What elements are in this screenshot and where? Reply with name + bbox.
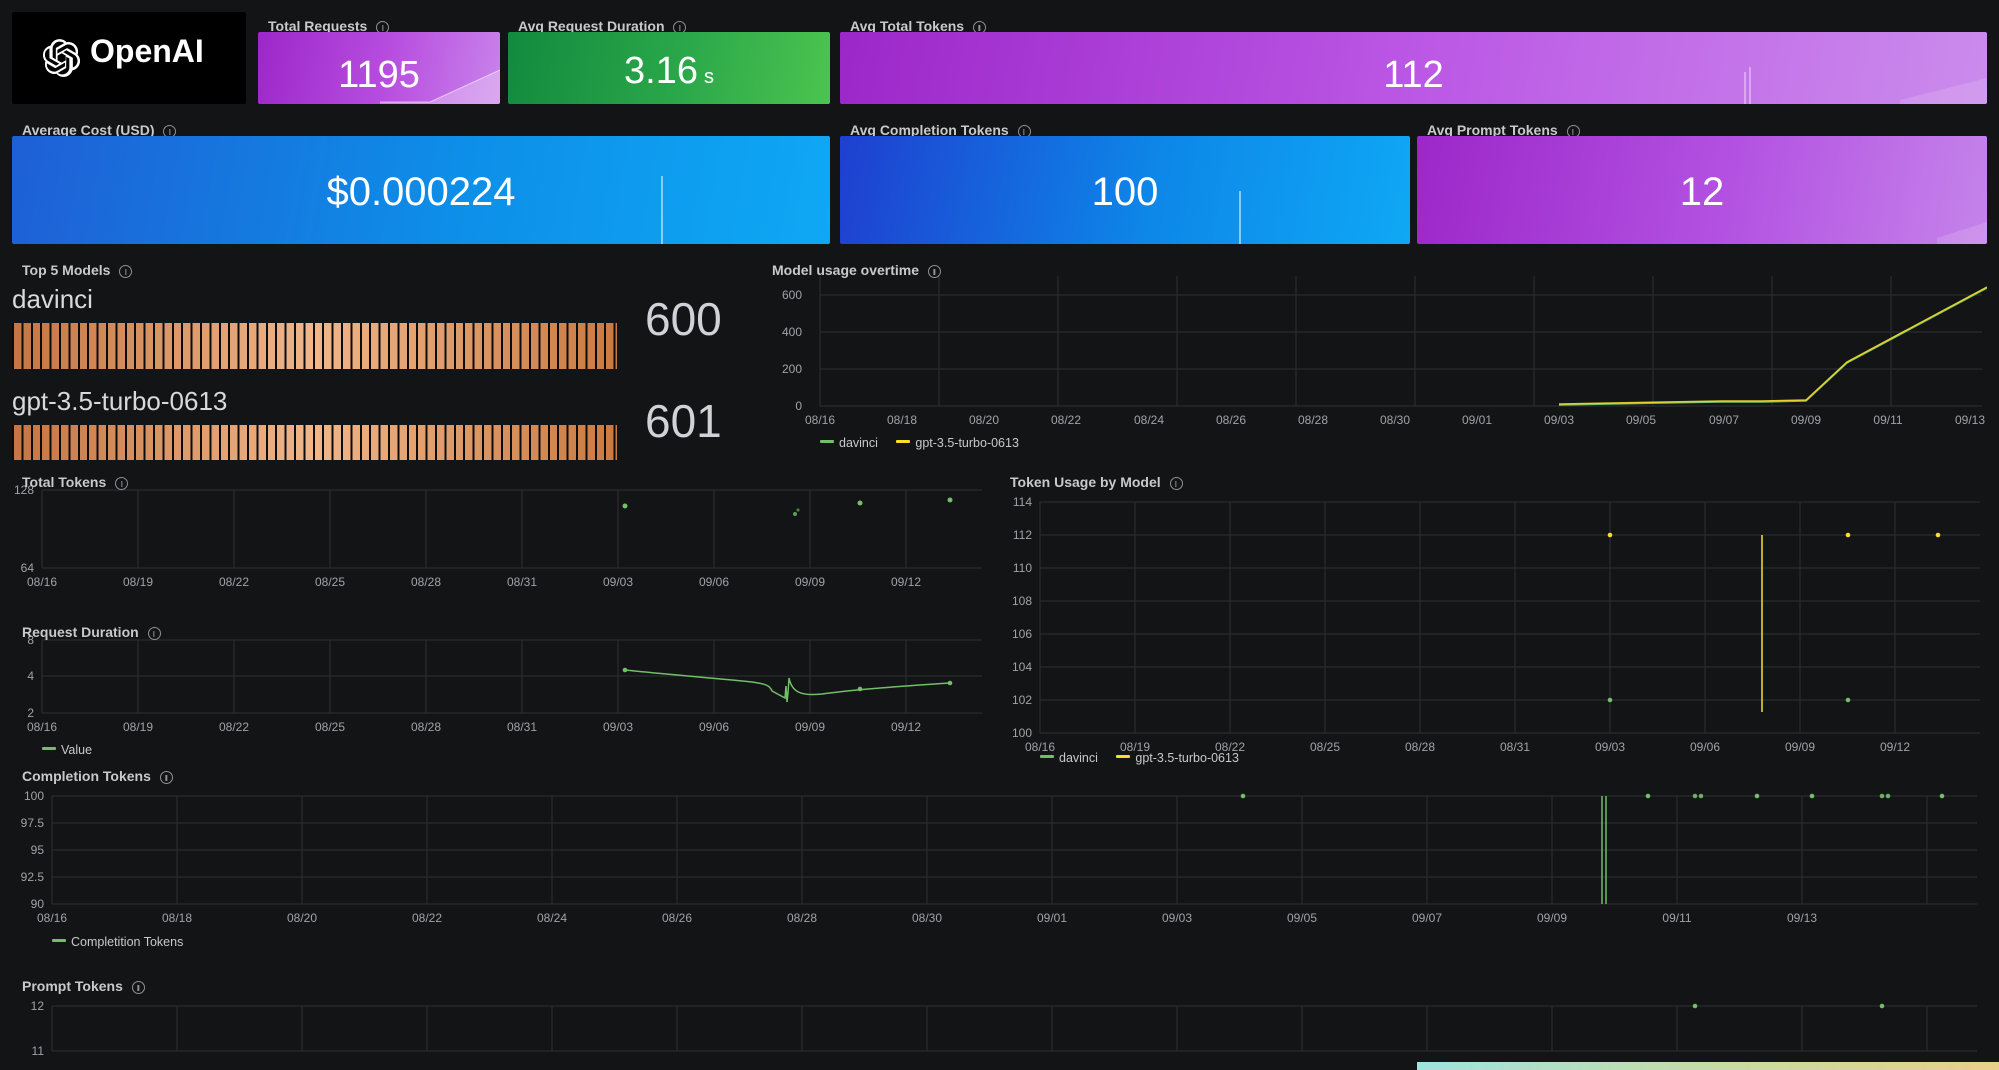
svg-text:09/12: 09/12 bbox=[891, 575, 921, 589]
svg-text:09/03: 09/03 bbox=[603, 575, 633, 589]
svg-text:08/20: 08/20 bbox=[287, 911, 317, 925]
svg-text:08/19: 08/19 bbox=[123, 575, 153, 589]
svg-text:08/28: 08/28 bbox=[1298, 413, 1328, 427]
svg-text:09/09: 09/09 bbox=[1785, 740, 1815, 754]
svg-text:112: 112 bbox=[1013, 528, 1032, 542]
svg-text:09/09: 09/09 bbox=[1537, 911, 1567, 925]
svg-text:400: 400 bbox=[782, 325, 802, 339]
svg-text:09/11: 09/11 bbox=[1662, 911, 1691, 925]
svg-text:08/28: 08/28 bbox=[1405, 740, 1435, 754]
svg-text:08/30: 08/30 bbox=[912, 911, 942, 925]
svg-text:08/28: 08/28 bbox=[787, 911, 817, 925]
svg-text:08/22: 08/22 bbox=[412, 911, 442, 925]
svg-text:08/30: 08/30 bbox=[1380, 413, 1410, 427]
svg-text:90: 90 bbox=[31, 897, 45, 911]
svg-text:09/03: 09/03 bbox=[1162, 911, 1192, 925]
svg-text:09/07: 09/07 bbox=[1412, 911, 1442, 925]
svg-text:08/24: 08/24 bbox=[1134, 413, 1164, 427]
svg-text:08/19: 08/19 bbox=[123, 720, 153, 734]
svg-text:09/12: 09/12 bbox=[891, 720, 921, 734]
svg-text:97.5: 97.5 bbox=[21, 816, 45, 830]
svg-text:200: 200 bbox=[782, 362, 802, 376]
svg-text:08/22: 08/22 bbox=[219, 720, 249, 734]
svg-text:95: 95 bbox=[31, 843, 45, 857]
svg-text:104: 104 bbox=[1012, 660, 1032, 674]
svg-text:09/09: 09/09 bbox=[1791, 413, 1821, 427]
svg-text:08/20: 08/20 bbox=[969, 413, 999, 427]
svg-text:09/06: 09/06 bbox=[1690, 740, 1720, 754]
svg-text:08/22: 08/22 bbox=[219, 575, 249, 589]
svg-text:09/01: 09/01 bbox=[1037, 911, 1067, 925]
svg-text:64: 64 bbox=[21, 561, 35, 575]
svg-text:08/25: 08/25 bbox=[1310, 740, 1340, 754]
svg-text:09/06: 09/06 bbox=[699, 720, 729, 734]
svg-text:100: 100 bbox=[24, 789, 44, 803]
svg-text:09/03: 09/03 bbox=[603, 720, 633, 734]
svg-text:08/26: 08/26 bbox=[662, 911, 692, 925]
svg-text:09/11: 09/11 bbox=[1873, 413, 1902, 427]
svg-text:0: 0 bbox=[795, 399, 802, 413]
svg-text:4: 4 bbox=[27, 669, 34, 683]
svg-text:09/03: 09/03 bbox=[1595, 740, 1625, 754]
svg-text:09/03: 09/03 bbox=[1544, 413, 1574, 427]
svg-text:100: 100 bbox=[1012, 726, 1032, 740]
svg-text:08/26: 08/26 bbox=[1216, 413, 1246, 427]
svg-text:2: 2 bbox=[27, 706, 34, 720]
svg-text:08/25: 08/25 bbox=[315, 575, 345, 589]
svg-text:09/13: 09/13 bbox=[1955, 413, 1985, 427]
svg-text:09/09: 09/09 bbox=[795, 575, 825, 589]
svg-text:08/31: 08/31 bbox=[1500, 740, 1530, 754]
svg-text:08/31: 08/31 bbox=[507, 575, 537, 589]
svg-text:09/13: 09/13 bbox=[1787, 911, 1817, 925]
svg-text:08/18: 08/18 bbox=[887, 413, 917, 427]
svg-text:108: 108 bbox=[1012, 594, 1032, 608]
svg-text:110: 110 bbox=[1013, 561, 1032, 575]
svg-text:09/05: 09/05 bbox=[1626, 413, 1656, 427]
svg-text:11: 11 bbox=[32, 1044, 45, 1058]
svg-text:92.5: 92.5 bbox=[21, 870, 45, 884]
svg-text:102: 102 bbox=[1012, 693, 1032, 707]
svg-text:08/22: 08/22 bbox=[1051, 413, 1081, 427]
svg-text:114: 114 bbox=[1013, 495, 1032, 509]
svg-text:08/31: 08/31 bbox=[507, 720, 537, 734]
svg-text:09/01: 09/01 bbox=[1462, 413, 1492, 427]
svg-text:09/12: 09/12 bbox=[1880, 740, 1910, 754]
svg-text:09/05: 09/05 bbox=[1287, 911, 1317, 925]
svg-text:12: 12 bbox=[31, 999, 45, 1013]
svg-text:09/09: 09/09 bbox=[795, 720, 825, 734]
svg-text:106: 106 bbox=[1012, 627, 1032, 641]
svg-text:09/07: 09/07 bbox=[1709, 413, 1739, 427]
svg-text:08/16: 08/16 bbox=[27, 575, 57, 589]
svg-text:600: 600 bbox=[782, 288, 802, 302]
svg-text:08/24: 08/24 bbox=[537, 911, 567, 925]
svg-text:08/16: 08/16 bbox=[805, 413, 835, 427]
svg-text:08/28: 08/28 bbox=[411, 720, 441, 734]
svg-text:09/06: 09/06 bbox=[699, 575, 729, 589]
svg-text:08/16: 08/16 bbox=[27, 720, 57, 734]
svg-text:08/25: 08/25 bbox=[315, 720, 345, 734]
svg-text:08/16: 08/16 bbox=[37, 911, 67, 925]
svg-text:08/18: 08/18 bbox=[162, 911, 192, 925]
svg-text:08/28: 08/28 bbox=[411, 575, 441, 589]
